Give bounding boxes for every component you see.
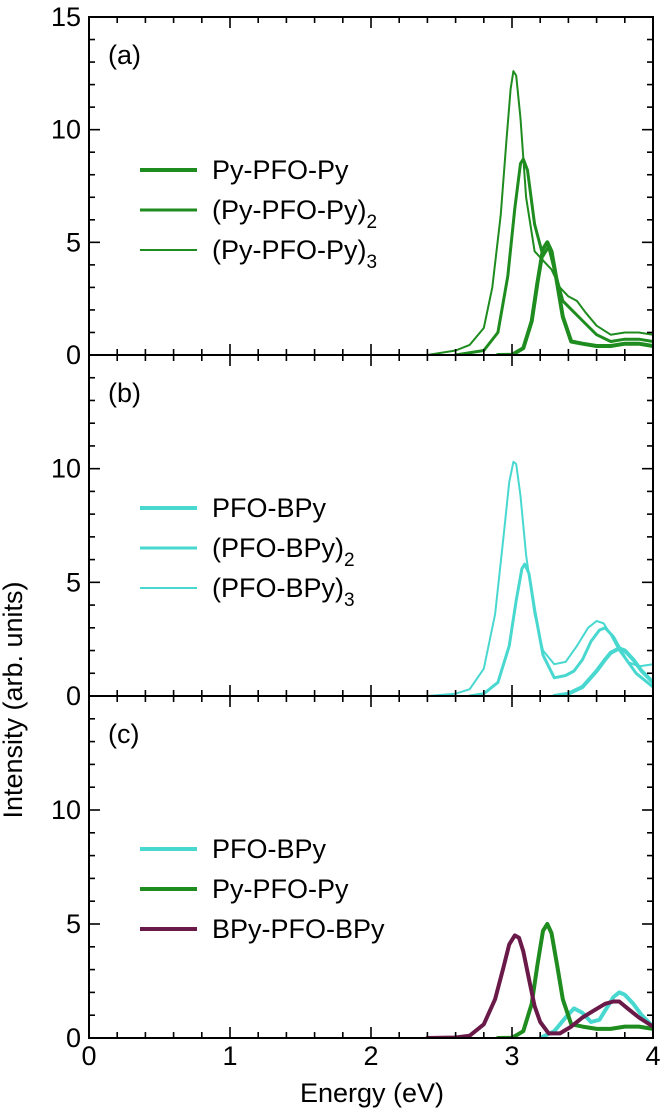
legend: PFO-BPy (PFO-BPy)2(PFO-BPy)3	[140, 493, 355, 611]
panel-frame	[88, 695, 654, 1039]
series-group	[426, 70, 653, 355]
panel-b: 0 5 10 (b) PFO-BPy (PFO-BPy)2(PFO-BPy)3	[51, 354, 654, 711]
legend-label: PFO-BPy	[212, 834, 327, 864]
legend: PFO-BPy Py-PFO-Py BPy-PFO-BPy	[140, 834, 385, 944]
panel-c: 0 5 10 (c) PFO-BPy Py-PFO-Py BPy-PFO-BPy 0 1 2 3 4	[51, 695, 661, 1071]
y-tick-label: 0	[66, 1023, 81, 1053]
panel-frame	[88, 16, 654, 356]
legend-subscript: 3	[367, 252, 378, 273]
panel-label: (a)	[108, 40, 141, 70]
y-tick-label: 10	[51, 795, 81, 825]
legend-subscript: 3	[344, 590, 355, 611]
legend-subscript: 2	[367, 212, 378, 233]
series-line-1	[552, 646, 653, 696]
series-group	[426, 460, 653, 696]
series-line-3	[426, 70, 653, 355]
series-line-2	[454, 157, 653, 355]
legend-label: (Py-PFO-Py)2	[212, 195, 377, 233]
legend-subscript: 2	[344, 550, 355, 571]
x-tick-label: 4	[645, 1041, 660, 1071]
y-tick-label: 0	[66, 340, 81, 370]
panel-frame	[88, 354, 654, 697]
series-line-3	[425, 933, 653, 1038]
legend-label: (PFO-BPy)2	[212, 533, 355, 571]
panel-label: (b)	[108, 378, 141, 408]
y-tick-label: 5	[66, 227, 81, 257]
series-group	[425, 922, 653, 1038]
legend: Py-PFO-Py (Py-PFO-Py)2(Py-PFO-Py)3	[140, 155, 377, 273]
x-tick-label: 3	[504, 1041, 519, 1071]
y-tick-label: 10	[51, 454, 81, 484]
y-tick-label: 15	[51, 2, 81, 32]
x-axis-label: Energy (eV)	[300, 1078, 444, 1108]
panel-a: 0 5 10 15 (a) Py-PFO-Py (Py-PFO-Py)2(Py-PFO-Py…	[51, 2, 654, 370]
x-tick-label: 2	[363, 1041, 378, 1071]
x-tick-label: 0	[81, 1041, 96, 1071]
legend-label: Py-PFO-Py	[212, 155, 349, 185]
series-line-3	[426, 460, 653, 696]
legend-label: PFO-BPy	[212, 493, 327, 523]
legend-label: (Py-PFO-Py)3	[212, 235, 377, 273]
series-line-2	[468, 562, 653, 696]
y-tick-label: 5	[66, 909, 81, 939]
legend-label: (PFO-BPy)3	[212, 573, 355, 611]
y-tick-label: 5	[66, 567, 81, 597]
panel-label: (c)	[108, 719, 139, 749]
series-line-2	[495, 922, 653, 1038]
y-tick-label: 10	[51, 115, 81, 145]
legend-label: BPy-PFO-BPy	[212, 914, 385, 944]
y-axis-label: Intensity (arb. units)	[0, 581, 28, 818]
y-tick-label: 0	[66, 681, 81, 711]
x-tick-label: 1	[222, 1041, 237, 1071]
legend-label: Py-PFO-Py	[212, 874, 349, 904]
